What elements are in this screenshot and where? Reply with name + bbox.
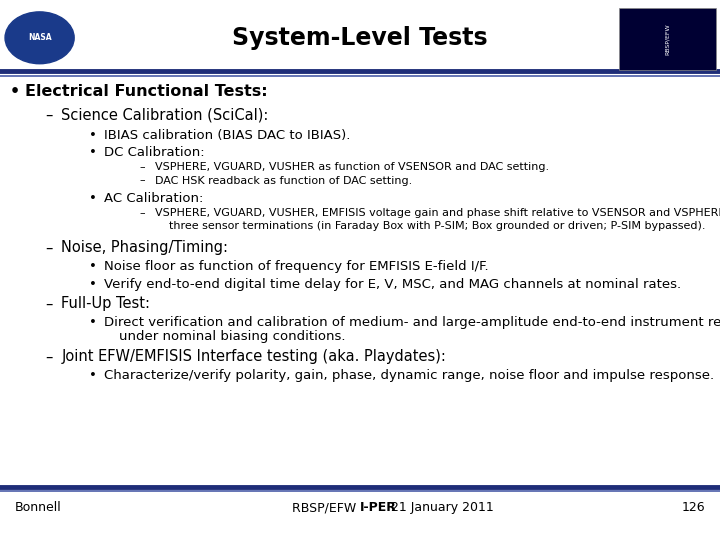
Text: Noise, Phasing/Timing:: Noise, Phasing/Timing:	[61, 240, 228, 255]
Text: VSPHERE, VGUARD, VUSHER, EMFISIS voltage gain and phase shift relative to VSENSO: VSPHERE, VGUARD, VUSHER, EMFISIS voltage…	[155, 208, 720, 219]
Text: –: –	[45, 108, 53, 123]
Text: •: •	[89, 192, 96, 205]
Text: –: –	[45, 296, 53, 312]
Text: 21 January 2011: 21 January 2011	[387, 501, 494, 514]
Text: •: •	[89, 278, 96, 291]
FancyBboxPatch shape	[619, 8, 716, 70]
Text: System-Level Tests: System-Level Tests	[232, 26, 488, 50]
Circle shape	[5, 12, 74, 64]
Text: Full-Up Test:: Full-Up Test:	[61, 296, 150, 312]
Text: RBSP/EFW: RBSP/EFW	[292, 501, 360, 514]
Text: –: –	[45, 349, 53, 364]
Text: •: •	[89, 369, 96, 382]
Text: Bonnell: Bonnell	[14, 501, 61, 514]
Text: –: –	[139, 208, 145, 219]
Text: Science Calibration (SciCal):: Science Calibration (SciCal):	[61, 108, 269, 123]
Text: I-PER: I-PER	[360, 501, 397, 514]
Text: Characterize/verify polarity, gain, phase, dynamic range, noise floor and impuls: Characterize/verify polarity, gain, phas…	[104, 369, 714, 382]
Text: AC Calibration:: AC Calibration:	[104, 192, 204, 205]
Text: •: •	[89, 129, 96, 141]
Text: IBIAS calibration (BIAS DAC to IBIAS).: IBIAS calibration (BIAS DAC to IBIAS).	[104, 129, 351, 141]
Text: Noise floor as function of frequency for EMFISIS E-field I/F.: Noise floor as function of frequency for…	[104, 260, 489, 273]
Text: Verify end-to-end digital time delay for E, V, MSC, and MAG channels at nominal : Verify end-to-end digital time delay for…	[104, 278, 682, 291]
Text: RBSP/EFW: RBSP/EFW	[665, 23, 670, 55]
Text: •: •	[89, 316, 96, 329]
Text: •: •	[89, 260, 96, 273]
Text: –: –	[139, 162, 145, 172]
Text: Electrical Functional Tests:: Electrical Functional Tests:	[25, 84, 268, 99]
Text: Direct verification and calibration of medium- and large-amplitude end-to-end in: Direct verification and calibration of m…	[104, 316, 720, 329]
Text: NASA: NASA	[28, 33, 51, 42]
Text: Joint EFW/EMFISIS Interface testing (aka. Playdates):: Joint EFW/EMFISIS Interface testing (aka…	[61, 349, 446, 364]
Text: DAC HSK readback as function of DAC setting.: DAC HSK readback as function of DAC sett…	[155, 176, 412, 186]
Text: three sensor terminations (in Faraday Box with P-SIM; Box grounded or driven; P-: three sensor terminations (in Faraday Bo…	[169, 221, 706, 232]
Text: under nominal biasing conditions.: under nominal biasing conditions.	[119, 330, 346, 343]
Text: •: •	[89, 146, 96, 159]
Text: –: –	[139, 176, 145, 186]
Text: –: –	[45, 240, 53, 255]
Text: •: •	[9, 84, 19, 99]
Text: VSPHERE, VGUARD, VUSHER as function of VSENSOR and DAC setting.: VSPHERE, VGUARD, VUSHER as function of V…	[155, 162, 549, 172]
Text: 126: 126	[682, 501, 706, 514]
Text: DC Calibration:: DC Calibration:	[104, 146, 205, 159]
